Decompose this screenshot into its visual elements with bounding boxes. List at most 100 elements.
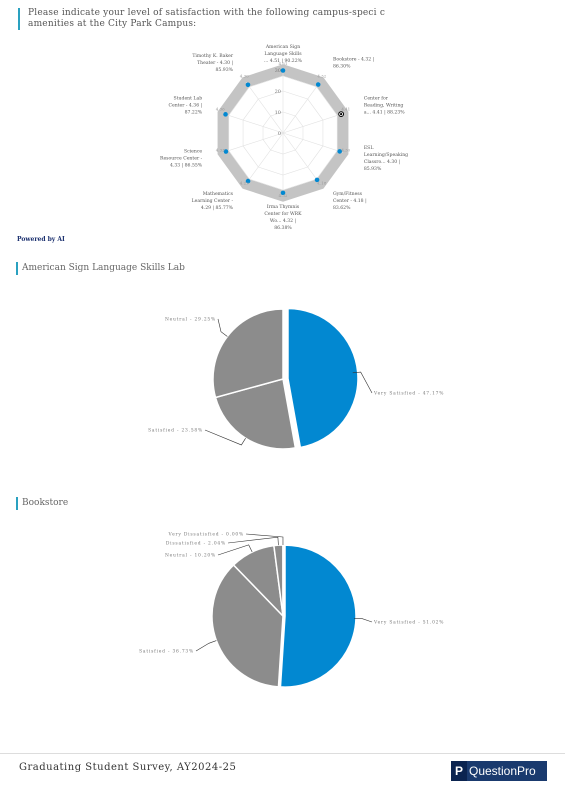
pie-slice-label: Very Satisfied - 51.02% (373, 621, 444, 626)
radar-category-label: Center for Reading, Writing a... 4.41 | 88… (364, 96, 405, 116)
pie-slice (211, 563, 284, 688)
radar-value-label: 4.32 (317, 74, 326, 79)
radar-category-label: Bookstore - 4.32 | 86.30% (333, 57, 374, 70)
radar-point (315, 82, 321, 87)
radar-rtick-label: 20 (275, 89, 281, 95)
radar-category-label-line: a... 4.41 | 88.23% (364, 110, 405, 116)
radar-spoke (282, 81, 321, 134)
radar-category-label-line: Center - 4.18 | (333, 198, 367, 204)
radar-value-label: 4.32 (279, 193, 288, 198)
radar-category-label-line: Center for WRK (264, 211, 302, 217)
pie-leader-line (353, 617, 373, 623)
radar-category-label: Mathematics Learning Center -4.29 | 85.77… (192, 191, 234, 211)
pie-slice-label: Dissatisfied - 2.04% (166, 542, 226, 547)
pie-leader-line (217, 544, 253, 556)
powered-by-label: Powered by AI (17, 236, 65, 243)
radar-value-label: 4.36 (216, 107, 225, 112)
questionpro-wordmark: QuestionPro (469, 764, 536, 778)
radar-spoke (222, 132, 284, 153)
radar-category-label-line: American Sign (265, 44, 300, 50)
pie-leader-line (217, 318, 228, 337)
radar-point (280, 68, 286, 73)
radar-category-label-line: 4.29 | 85.77% (201, 205, 234, 211)
radar-value-label: 4.30 (240, 74, 249, 79)
radar-rtick-label: 0 (278, 131, 281, 137)
radar-spoke (222, 113, 284, 134)
radar-point (340, 113, 343, 116)
radar-category-label-line: Reading, Writing (364, 103, 404, 109)
pie-slice (287, 307, 359, 449)
pie-slice-label: Very Dissatisfied - 0.00% (168, 533, 244, 538)
radar-category-label: Science Resource Center -4.33 | 86.55% (160, 148, 203, 168)
radar-point (223, 112, 228, 117)
radar-category-label-line: Student Lab (174, 96, 203, 102)
radar-point (280, 190, 286, 196)
radar-category-label-line: Center for (364, 96, 389, 102)
radar-category-label: ESL Learning/Speaking Classro... 4.30 | 85.… (364, 145, 408, 172)
radar-category-label-line: 85.93% (216, 67, 234, 73)
radar-spoke (245, 81, 284, 134)
radar-value-label: 4.29 (240, 180, 249, 185)
radar-category-label-line: Mathematics (203, 191, 234, 197)
questionpro-logo[interactable]: P QuestionPro (451, 761, 547, 781)
radar-category-label: Timothy K. Baker Theater - 4.30 | 85.93% (192, 53, 233, 73)
radar-point (245, 82, 251, 88)
pie-chart-asl-lab: Very Satisfied - 47.17% Satisfied - 23.58… (148, 307, 444, 450)
radar-category-label-line: 83.62% (333, 205, 351, 211)
footer-survey-title: Graduating Student Survey, AY2024-25 (19, 762, 237, 773)
radar-category-label: American Sign Language Skills... 4.51 | 9… (264, 44, 303, 64)
radar-category-label-line: Classro... 4.30 | (364, 159, 400, 165)
radar-category-label-line: Language Skills (264, 51, 302, 57)
pie-leader-line (245, 533, 284, 546)
radar-category-label-line: Bookstore - 4.32 | (333, 57, 374, 63)
radar-value-label: 4.51 (279, 61, 288, 66)
pie-slice (214, 378, 297, 450)
pie-slice-label: Neutral - 29.25% (165, 318, 216, 323)
radar-category-label-line: Resource Center - (160, 155, 203, 161)
radar-category-label-line: ESL (364, 145, 374, 151)
radar-point (223, 149, 229, 154)
pie-leader-line (195, 640, 217, 652)
radar-spoke (282, 132, 321, 185)
radar-category-label-line: 86.38% (274, 225, 292, 231)
pie-leader-line (227, 536, 279, 546)
radar-category-label-line: 4.33 | 86.55% (170, 162, 203, 168)
radar-value-label: 4.33 (216, 147, 225, 152)
section-title-bookstore: Bookstore (16, 497, 68, 510)
radar-spoke (282, 132, 344, 153)
questionpro-mark-icon: P (451, 761, 467, 781)
radar-value-label: 4.30 (341, 147, 350, 152)
radar-spoke (282, 113, 344, 134)
radar-category-label-line: ... 4.51 | 90.22% (264, 58, 303, 64)
radar-category-label-line: Center - 4.36 | (168, 103, 202, 109)
radar-category-label: Gym/Fitness Center - 4.18 | 83.62% (333, 191, 367, 211)
radar-point (314, 177, 320, 183)
radar-value-label: 4.18 (317, 180, 326, 185)
radar-rtick-label: 30 (275, 68, 281, 74)
radar-category-label-line: Timothy K. Baker (192, 53, 233, 59)
pie-leader-line (204, 429, 246, 446)
radar-category-label-line: Wo... 4.32 | (270, 218, 296, 224)
radar-category-label-line: Learning/Speaking (364, 152, 408, 158)
radar-category-label-line: Theater - 4.30 | (197, 60, 233, 66)
radar-spoke (245, 132, 284, 185)
section-title-asl-lab: American Sign Language Skills Lab (16, 262, 185, 275)
pie-leader-line (352, 371, 373, 394)
radar-category-label-line: 85.93% (364, 166, 382, 172)
radar-rtick-label: 10 (275, 110, 281, 116)
pie-slice-label: Neutral - 10.20% (165, 554, 216, 559)
radar-value-label: 4.41 (341, 107, 350, 112)
pie-slice-label: Satisfied - 36.73% (139, 650, 194, 655)
pie-slice (212, 308, 284, 399)
radar-category-label-line: Learning Center - (192, 198, 234, 204)
radar-point (337, 149, 342, 154)
radar-category-label-line: 87.22% (185, 110, 203, 116)
pie-chart-bookstore: Very Satisfied - 51.02% Satisfied - 36.73… (139, 533, 444, 688)
pie-slice-label: Very Satisfied - 47.17% (373, 392, 444, 397)
radar-category-label-line: Irma Thymnis (267, 204, 300, 210)
radar-category-label: Student Lab Center - 4.36 | 87.22% (168, 96, 202, 116)
radar-category-label-line: 86.30% (333, 64, 351, 70)
radar-category-label-line: Science (184, 148, 202, 154)
footer-divider (0, 753, 565, 754)
